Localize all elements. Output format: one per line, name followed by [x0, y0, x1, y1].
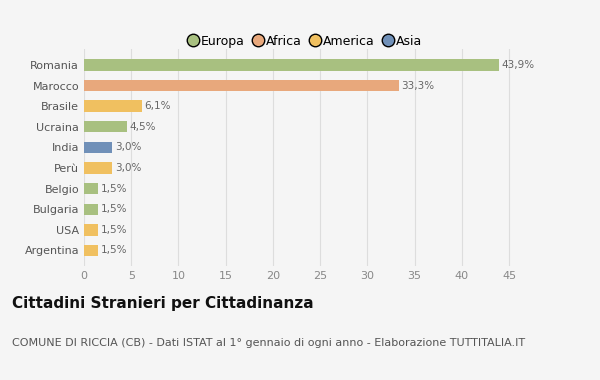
Bar: [84, 100, 142, 112]
Text: 1,5%: 1,5%: [101, 245, 128, 255]
Text: 1,5%: 1,5%: [101, 184, 128, 194]
Bar: [84, 80, 398, 91]
Text: 6,1%: 6,1%: [145, 101, 171, 111]
Text: 33,3%: 33,3%: [401, 81, 434, 90]
Text: Cittadini Stranieri per Cittadinanza: Cittadini Stranieri per Cittadinanza: [12, 296, 314, 311]
Text: 3,0%: 3,0%: [115, 163, 142, 173]
Text: 4,5%: 4,5%: [130, 122, 156, 132]
Text: 43,9%: 43,9%: [502, 60, 535, 70]
Text: 3,0%: 3,0%: [115, 142, 142, 152]
Bar: [84, 59, 499, 71]
Bar: [84, 204, 98, 215]
Text: 1,5%: 1,5%: [101, 225, 128, 235]
Text: 1,5%: 1,5%: [101, 204, 128, 214]
Bar: [84, 183, 98, 194]
Text: COMUNE DI RICCIA (CB) - Dati ISTAT al 1° gennaio di ogni anno - Elaborazione TUT: COMUNE DI RICCIA (CB) - Dati ISTAT al 1°…: [12, 338, 525, 348]
Bar: [84, 245, 98, 256]
Bar: [84, 162, 112, 174]
Bar: [84, 121, 127, 133]
Bar: [84, 142, 112, 153]
Legend: Europa, Africa, America, Asia: Europa, Africa, America, Asia: [185, 30, 427, 53]
Bar: [84, 224, 98, 236]
